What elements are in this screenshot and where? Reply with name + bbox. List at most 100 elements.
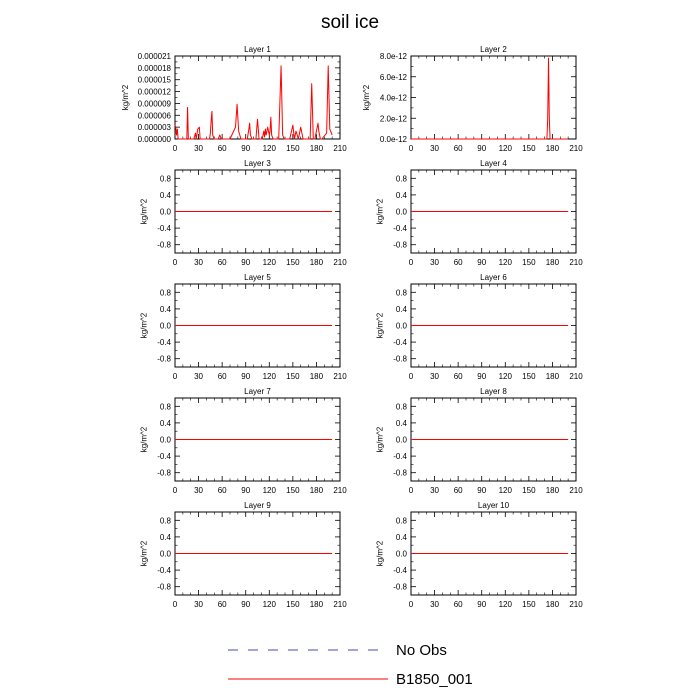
panel-title: Layer 6 (480, 273, 507, 282)
panel-4: Layer 4 0 30 60 90 120 150 180 210 -0.8 -0.4 0.0 0.4… (376, 159, 584, 267)
x-tick-label: 210 (333, 372, 347, 381)
panel-9: Layer 9 0 30 60 90 120 150 180 210 -0.8 -0.4 0.0 0.4… (140, 501, 348, 609)
x-tick-label: 180 (310, 258, 324, 267)
x-tick-label: 210 (333, 144, 347, 153)
legend: No Obs B1850_001 (228, 642, 473, 688)
legend-label-2: B1850_001 (396, 671, 473, 688)
y-tick-label: 0.0 (160, 550, 172, 559)
y-tick-label: 0.8 (396, 288, 408, 297)
y-tick-label: 0.8 (160, 402, 172, 411)
x-tick-label: 0 (409, 144, 414, 153)
x-tick-label: 150 (286, 258, 300, 267)
x-tick-label: 120 (499, 600, 513, 609)
y-tick-label: 0.0 (160, 436, 172, 445)
x-tick-label: 90 (241, 144, 250, 153)
x-tick-label: 0 (409, 486, 414, 495)
x-tick-label: 150 (522, 258, 536, 267)
y-tick-label: 0.000003 (138, 123, 172, 132)
x-tick-label: 210 (333, 600, 347, 609)
x-tick-label: 150 (522, 486, 536, 495)
x-tick-label: 30 (430, 372, 439, 381)
x-tick-label: 150 (286, 144, 300, 153)
y-tick-label: 0.000018 (138, 64, 172, 73)
x-tick-label: 0 (173, 258, 178, 267)
plot-frame (174, 55, 341, 140)
series-line (411, 57, 569, 140)
y-axis-label: kg/m^2 (376, 426, 385, 452)
y-tick-label: 0.4 (160, 191, 172, 200)
panel-7: Layer 7 0 30 60 90 120 150 180 210 -0.8 -0.4 0.0 0.4… (140, 387, 348, 495)
x-tick-label: 210 (569, 486, 583, 495)
panel-10: Layer 10 0 30 60 90 120 150 180 210 -0.8 -0.4 0.0 0.… (376, 501, 584, 609)
x-tick-label: 210 (569, 258, 583, 267)
x-tick-label: 180 (546, 258, 560, 267)
series-line (174, 65, 333, 140)
x-tick-label: 30 (194, 372, 203, 381)
y-tick-label: 6.0e-12 (380, 73, 408, 82)
panel-title: Layer 8 (480, 387, 507, 396)
y-tick-label: 8.0e-12 (380, 52, 408, 61)
y-tick-label: -0.4 (157, 224, 171, 233)
x-tick-label: 210 (333, 258, 347, 267)
x-tick-label: 30 (430, 258, 439, 267)
panel-3: Layer 3 0 30 60 90 120 150 180 210 -0.8 -0.4 0.0 0.4… (140, 159, 348, 267)
x-tick-label: 150 (522, 600, 536, 609)
x-tick-label: 90 (477, 144, 486, 153)
y-tick-label: -0.4 (157, 338, 171, 347)
y-tick-label: 0.000009 (138, 99, 172, 108)
y-axis-label: kg/m^2 (140, 312, 149, 338)
x-tick-label: 150 (286, 372, 300, 381)
y-tick-label: 0.4 (160, 419, 172, 428)
y-tick-label: 0.000000 (138, 135, 172, 144)
y-tick-label: -0.8 (393, 241, 407, 250)
x-tick-label: 120 (499, 144, 513, 153)
x-tick-label: 180 (310, 144, 324, 153)
panel-6: Layer 6 0 30 60 90 120 150 180 210 -0.8 -0.4 0.0 0.4… (376, 273, 584, 381)
x-tick-label: 60 (454, 258, 463, 267)
x-tick-label: 120 (263, 372, 277, 381)
y-tick-label: 0.0 (396, 550, 408, 559)
x-tick-label: 60 (454, 600, 463, 609)
x-tick-label: 0 (173, 486, 178, 495)
x-tick-label: 120 (499, 258, 513, 267)
y-axis-label: kg/m^2 (376, 540, 385, 566)
x-tick-label: 60 (454, 144, 463, 153)
y-tick-label: 0.0 (160, 322, 172, 331)
panel-title: Layer 2 (480, 45, 507, 54)
y-tick-label: -0.4 (393, 452, 407, 461)
x-tick-label: 210 (569, 372, 583, 381)
x-tick-label: 150 (286, 486, 300, 495)
x-tick-label: 180 (310, 486, 324, 495)
y-tick-label: 0.8 (396, 402, 408, 411)
y-tick-label: -0.4 (157, 566, 171, 575)
y-tick-label: -0.8 (393, 469, 407, 478)
y-tick-label: 0.0e-12 (380, 135, 408, 144)
y-tick-label: 0.000006 (138, 111, 172, 120)
x-tick-label: 30 (194, 486, 203, 495)
x-tick-label: 0 (409, 258, 414, 267)
x-tick-label: 210 (333, 486, 347, 495)
y-tick-label: -0.8 (157, 241, 171, 250)
x-tick-label: 90 (241, 600, 250, 609)
y-tick-label: 0.4 (396, 419, 408, 428)
x-tick-label: 180 (546, 144, 560, 153)
y-axis-label: kg/m^2 (140, 426, 149, 452)
y-tick-label: 0.4 (160, 533, 172, 542)
y-tick-label: 0.4 (396, 305, 408, 314)
panel-5: Layer 5 0 30 60 90 120 150 180 210 -0.8 -0.4 0.0 0.4… (140, 273, 348, 381)
x-tick-label: 120 (263, 144, 277, 153)
x-tick-label: 90 (477, 258, 486, 267)
y-tick-label: 0.4 (160, 305, 172, 314)
y-axis-label: kg/m^2 (376, 198, 385, 224)
x-tick-label: 180 (546, 600, 560, 609)
y-tick-label: -0.4 (157, 452, 171, 461)
x-tick-label: 120 (499, 372, 513, 381)
panel-2: Layer 2 0 30 60 90 120 150 180 210 0.0e-12 2.0e-12… (362, 45, 583, 153)
y-tick-label: 0.000012 (138, 88, 172, 97)
x-tick-label: 180 (546, 486, 560, 495)
y-tick-label: -0.4 (393, 224, 407, 233)
panel-title: Layer 5 (244, 273, 271, 282)
x-tick-label: 60 (218, 372, 227, 381)
x-tick-label: 150 (286, 600, 300, 609)
x-tick-label: 90 (477, 372, 486, 381)
